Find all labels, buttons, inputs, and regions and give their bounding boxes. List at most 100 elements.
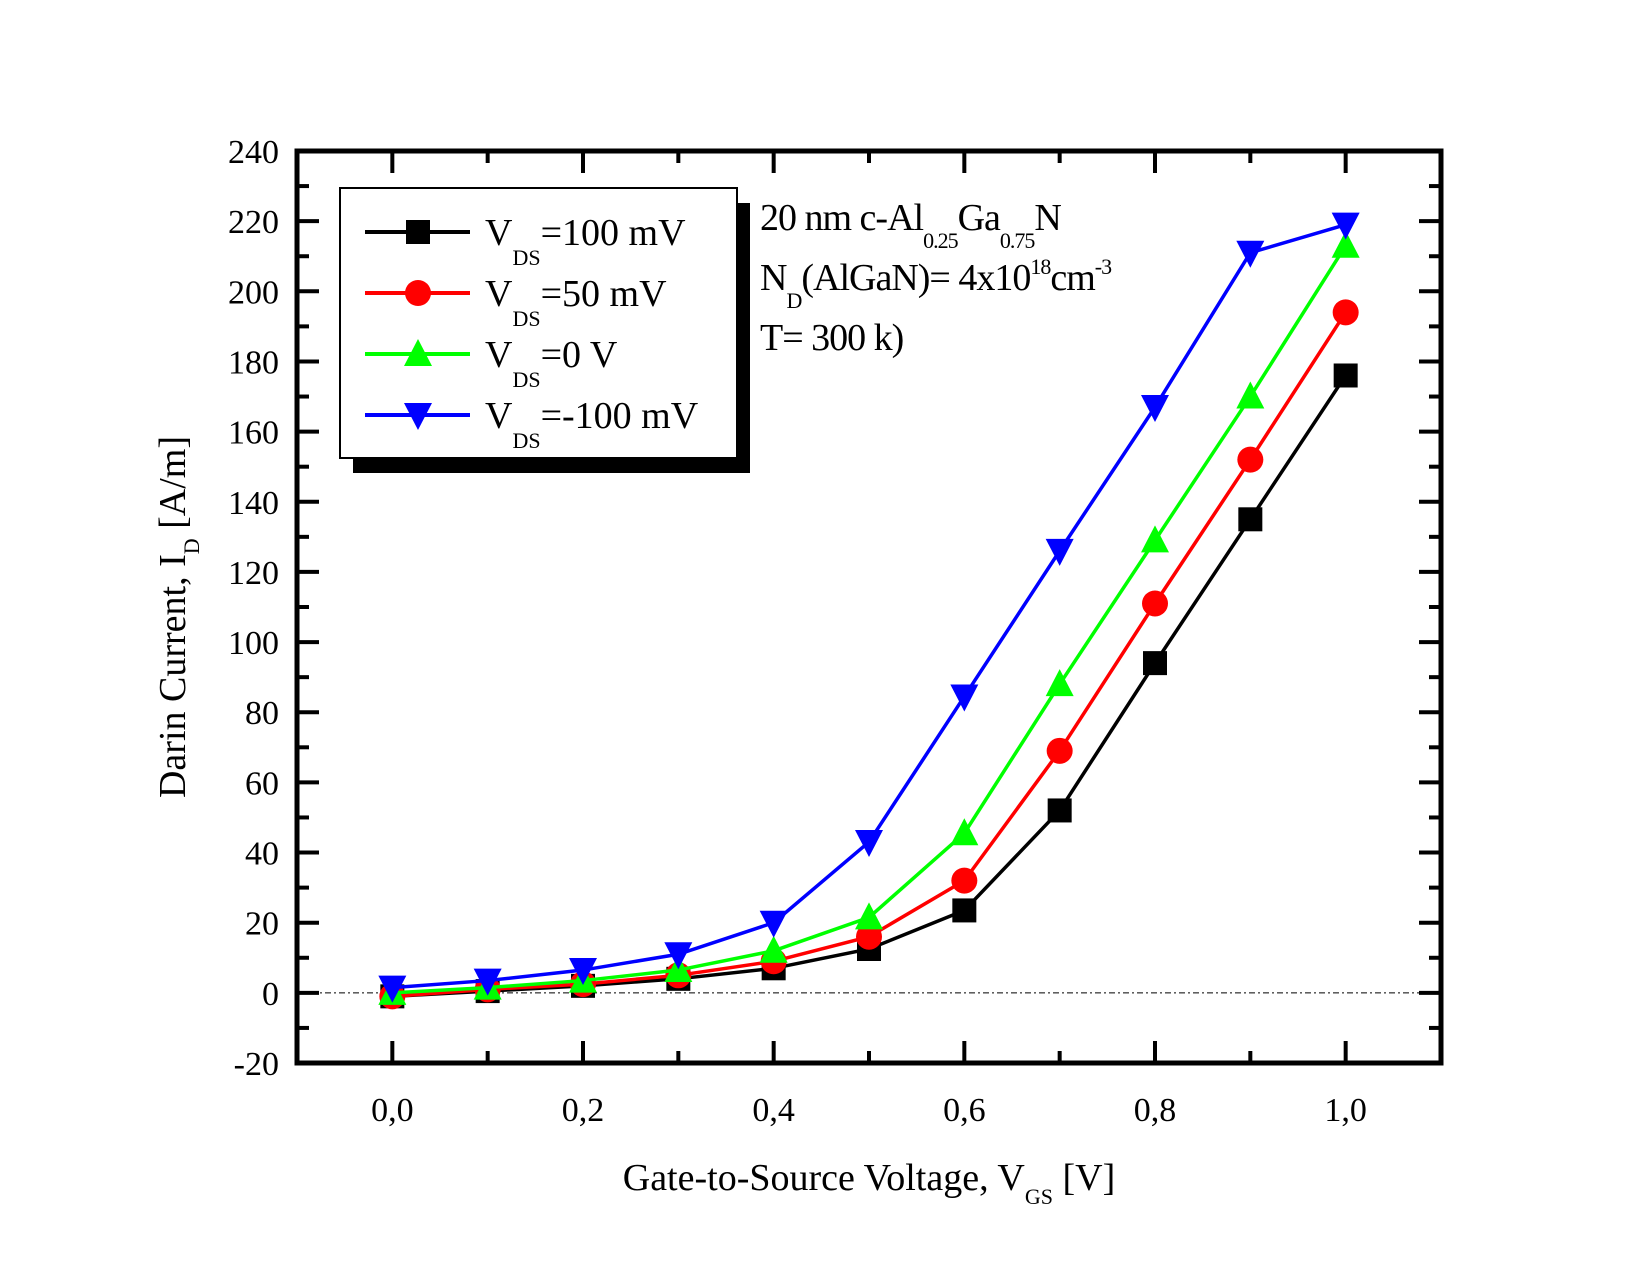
y-axis-title-main: Darin Current, I xyxy=(152,554,194,798)
y-tick-label: 40 xyxy=(245,836,279,873)
annotation-part: -3 xyxy=(1095,254,1112,279)
y-tick-label: 140 xyxy=(228,485,279,522)
y-tick-label: 160 xyxy=(228,415,279,452)
data-point xyxy=(569,958,597,986)
x-tick-label: 0,2 xyxy=(562,1092,605,1129)
y-axis: -20 0 20 40 60 80 100 120 140 160 180 200 220 240 xyxy=(228,134,1441,1083)
annotation-part: (AlGaN)= 4x10 xyxy=(801,257,1030,299)
data-point xyxy=(952,898,977,923)
y-axis-title-tail: [A/m] xyxy=(152,436,194,538)
annotation-part: N xyxy=(1034,197,1061,239)
series-2 xyxy=(378,230,1360,1005)
data-point xyxy=(1331,212,1360,240)
annotation-part: cm xyxy=(1050,257,1095,299)
legend-marker xyxy=(406,220,430,244)
legend-marker xyxy=(405,280,431,306)
data-point xyxy=(1238,507,1263,532)
y-tick-label: 0 xyxy=(262,976,279,1013)
x-axis-title-sub: GS xyxy=(1025,1184,1053,1209)
legend-label-sub: DS xyxy=(512,306,540,331)
data-point xyxy=(1045,538,1074,566)
annotation-part: D xyxy=(786,288,801,313)
data-point xyxy=(378,975,407,1003)
data-point xyxy=(856,923,882,950)
legend-marker xyxy=(404,403,432,430)
x-axis-title-tail: [V] xyxy=(1053,1157,1115,1199)
legend-label-main: V xyxy=(485,395,513,437)
legend-label-main: V xyxy=(485,273,513,315)
legend-item-0: VDS=100 mV xyxy=(365,212,686,270)
data-point xyxy=(1045,669,1074,697)
annotation-part: T= 300 k) xyxy=(760,317,903,359)
annotation-part: 18 xyxy=(1030,254,1051,279)
data-point xyxy=(1236,240,1265,268)
legend-label-main: V xyxy=(485,212,513,254)
y-tick-label: 180 xyxy=(228,344,279,381)
x-tick-label: 0,0 xyxy=(371,1092,414,1129)
data-point xyxy=(1142,590,1168,617)
data-point xyxy=(1046,737,1073,764)
legend-label: VDS=50 mV xyxy=(485,273,667,331)
legend-label-sub: DS xyxy=(512,245,540,270)
y-tick-label: 80 xyxy=(245,695,279,732)
annotation-line-2: T= 300 k) xyxy=(760,317,903,359)
y-tick-label: 200 xyxy=(228,274,279,311)
annotation-part: 0.75 xyxy=(1000,228,1036,253)
annotation-part: 0.25 xyxy=(923,228,959,253)
annotation-part: 20 nm c-Al xyxy=(760,197,924,239)
legend-label-sub: DS xyxy=(512,428,540,453)
series-layer xyxy=(378,212,1360,1010)
legend-label-tail: =0 V xyxy=(541,334,618,376)
data-point xyxy=(759,935,788,963)
annotation-line-1: ND(AlGaN)= 4x1018cm-3 xyxy=(760,254,1112,313)
x-tick-label: 0,8 xyxy=(1134,1092,1177,1129)
data-point xyxy=(759,910,788,938)
y-tick-label: 240 xyxy=(228,134,279,171)
data-point xyxy=(1333,363,1358,388)
data-point xyxy=(950,818,979,846)
legend-label: VDS=100 mV xyxy=(485,212,686,270)
data-point xyxy=(1143,651,1167,676)
legend-label: VDS=-100 mV xyxy=(485,395,699,453)
legend-label: VDS=0 V xyxy=(485,334,618,392)
annotation-part: Ga xyxy=(958,197,1001,239)
annotation-part: N xyxy=(760,257,787,299)
data-point xyxy=(473,968,502,996)
data-point xyxy=(664,942,693,970)
data-point xyxy=(1047,798,1072,823)
x-tick-label: 0,4 xyxy=(752,1092,795,1129)
data-point xyxy=(1236,381,1265,409)
legend-label-tail: =50 mV xyxy=(541,273,667,315)
legend-label-tail: =100 mV xyxy=(541,212,686,254)
y-tick-label: 120 xyxy=(228,555,279,592)
annotation-line-0: 20 nm c-Al0.25Ga0.75N xyxy=(760,197,1061,253)
y-tick-label: 100 xyxy=(228,625,279,662)
x-tick-label: 1,0 xyxy=(1324,1092,1367,1129)
series-3 xyxy=(378,212,1360,1003)
data-point xyxy=(950,684,979,712)
data-point xyxy=(1332,299,1359,326)
legend-item-3: VDS=-100 mV xyxy=(365,395,699,453)
y-tick-label: 60 xyxy=(245,765,279,802)
data-point xyxy=(1331,230,1360,258)
data-point xyxy=(951,867,978,894)
data-point xyxy=(1237,446,1264,473)
data-point xyxy=(1141,525,1169,553)
data-point xyxy=(855,830,883,858)
legend-label-sub: DS xyxy=(512,367,540,392)
legend-label-main: V xyxy=(485,334,513,376)
y-tick-label: 220 xyxy=(228,204,279,241)
data-point xyxy=(1141,395,1169,423)
x-axis-title: Gate-to-Source Voltage, VGS [V] xyxy=(623,1157,1115,1209)
legend-marker xyxy=(404,339,432,366)
y-tick-label: 20 xyxy=(245,906,279,943)
x-tick-label: 0,6 xyxy=(943,1092,986,1129)
legend-item-1: VDS=50 mV xyxy=(365,273,667,331)
y-axis-title-sub: D xyxy=(179,538,204,554)
y-axis-title: Darin Current, ID [A/m] xyxy=(152,436,204,798)
x-axis: 0,0 0,2 0,4 0,6 0,8 1,0 xyxy=(371,151,1367,1129)
